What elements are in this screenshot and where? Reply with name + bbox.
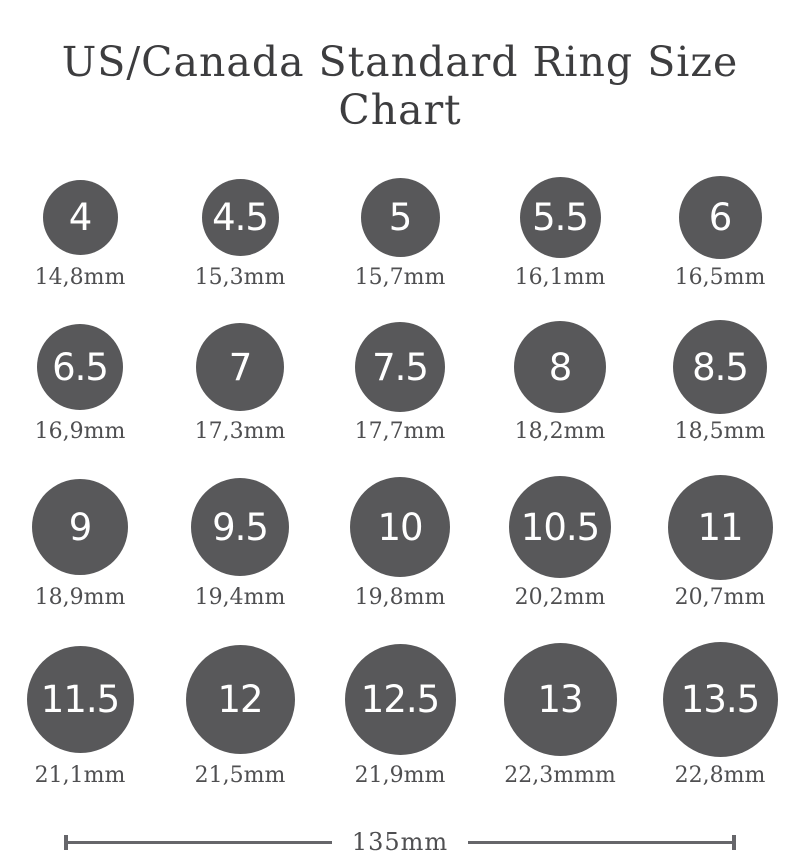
ring-diameter-label: 14,8mm bbox=[34, 265, 126, 290]
ring-size-number: 11.5 bbox=[40, 677, 120, 721]
ring-size-number: 7 bbox=[228, 345, 253, 389]
ring-size-cell: 7.5 17,7mm bbox=[320, 318, 480, 446]
ring-size-cell: 6.5 16,9mm bbox=[0, 318, 160, 446]
ring-size-number: 10.5 bbox=[520, 505, 600, 549]
ring-diameter-label: 16,9mm bbox=[34, 419, 126, 444]
ring-diameter-label: 18,2mm bbox=[514, 419, 606, 444]
ring-row-4: 11.5 21,1mm 12 21,5mm 12.5 21,9mm 13 22,… bbox=[0, 638, 800, 790]
ring-size-number: 6.5 bbox=[52, 345, 109, 389]
ring-size-cell: 6 16,5mm bbox=[640, 172, 800, 292]
ring-diameter-label: 15,7mm bbox=[354, 265, 446, 290]
ring-size-circle: 7 bbox=[196, 323, 284, 411]
ruler: 135mm bbox=[64, 828, 737, 856]
ring-diameter-label: 20,2mm bbox=[514, 585, 606, 610]
ring-size-number: 12.5 bbox=[360, 677, 440, 721]
ring-size-number: 9.5 bbox=[212, 505, 269, 549]
ring-size-cell: 5 15,7mm bbox=[320, 172, 480, 292]
ruler-line-left bbox=[68, 840, 332, 844]
ring-size-cell: 9.5 19,4mm bbox=[160, 472, 320, 612]
ring-diameter-label: 19,4mm bbox=[194, 585, 286, 610]
ring-row-1: 4 14,8mm 4.5 15,3mm 5 15,7mm 5.5 16,1mm … bbox=[0, 172, 800, 292]
ring-size-cell: 12 21,5mm bbox=[160, 638, 320, 790]
ring-size-circle: 6.5 bbox=[37, 324, 123, 410]
ring-size-cell: 9 18,9mm bbox=[0, 472, 160, 612]
ruler-line-right bbox=[468, 840, 733, 844]
ring-size-number: 8 bbox=[548, 345, 573, 389]
ring-diameter-label: 22,8mm bbox=[674, 763, 766, 788]
ring-size-circle: 11 bbox=[667, 474, 773, 580]
ring-diameter-label: 18,5mm bbox=[674, 419, 766, 444]
ring-size-number: 4 bbox=[68, 195, 93, 239]
ruler-length-label: 135mm bbox=[351, 828, 449, 856]
ring-size-number: 6 bbox=[708, 195, 733, 239]
ring-size-circle: 5.5 bbox=[519, 176, 601, 258]
ring-size-cell: 13.5 22,8mm bbox=[640, 638, 800, 790]
ruler-right-tick bbox=[732, 834, 737, 850]
ring-size-circle: 10.5 bbox=[509, 476, 611, 578]
ring-size-circle: 7.5 bbox=[355, 322, 445, 412]
ring-diameter-label: 22,3mmm bbox=[504, 763, 616, 788]
ring-size-cell: 11 20,7mm bbox=[640, 472, 800, 612]
ring-size-number: 5 bbox=[388, 195, 413, 239]
ring-size-circle: 11.5 bbox=[26, 645, 134, 753]
ring-diameter-label: 17,7mm bbox=[354, 419, 446, 444]
page-title: US/Canada Standard Ring Size Chart bbox=[61, 38, 739, 134]
ring-diameter-label: 21,1mm bbox=[34, 763, 126, 788]
ring-size-cell: 10.5 20,2mm bbox=[480, 472, 640, 612]
ring-size-cell: 8 18,2mm bbox=[480, 318, 640, 446]
ring-size-number: 5.5 bbox=[532, 195, 589, 239]
ring-diameter-label: 19,8mm bbox=[354, 585, 446, 610]
ring-size-cell: 12.5 21,9mm bbox=[320, 638, 480, 790]
ring-grid: 4 14,8mm 4.5 15,3mm 5 15,7mm 5.5 16,1mm … bbox=[0, 172, 800, 790]
ring-size-circle: 8 bbox=[514, 321, 606, 413]
ring-size-circle: 13 bbox=[503, 642, 617, 756]
ring-size-number: 13.5 bbox=[680, 677, 760, 721]
ring-diameter-label: 20,7mm bbox=[674, 585, 766, 610]
ring-size-cell: 8.5 18,5mm bbox=[640, 318, 800, 446]
ring-diameter-label: 16,5mm bbox=[674, 265, 766, 290]
ring-size-circle: 12 bbox=[185, 644, 295, 754]
ring-diameter-label: 21,5mm bbox=[194, 763, 286, 788]
ring-size-circle: 9 bbox=[32, 479, 128, 575]
ring-size-number: 4.5 bbox=[212, 195, 269, 239]
ring-size-cell: 7 17,3mm bbox=[160, 318, 320, 446]
ring-diameter-label: 16,1mm bbox=[514, 265, 606, 290]
ring-size-number: 7.5 bbox=[372, 345, 429, 389]
ruler-left-tick bbox=[64, 834, 68, 850]
ring-size-circle: 8.5 bbox=[673, 320, 767, 414]
ring-diameter-label: 15,3mm bbox=[194, 265, 286, 290]
ring-diameter-label: 17,3mm bbox=[194, 419, 286, 444]
ring-size-number: 11 bbox=[697, 505, 743, 549]
ring-size-circle: 10 bbox=[350, 477, 450, 577]
ring-size-number: 8.5 bbox=[692, 345, 749, 389]
ring-size-number: 13 bbox=[537, 677, 583, 721]
ring-size-circle: 5 bbox=[360, 177, 440, 257]
ring-row-2: 6.5 16,9mm 7 17,3mm 7.5 17,7mm 8 18,2mm … bbox=[0, 318, 800, 446]
ring-row-3: 9 18,9mm 9.5 19,4mm 10 19,8mm 10.5 20,2m… bbox=[0, 472, 800, 612]
ring-size-cell: 5.5 16,1mm bbox=[480, 172, 640, 292]
ring-size-circle: 4 bbox=[42, 179, 118, 255]
ring-size-circle: 13.5 bbox=[662, 641, 778, 757]
ring-size-circle: 12.5 bbox=[344, 643, 456, 755]
ring-size-cell: 4.5 15,3mm bbox=[160, 172, 320, 292]
ring-size-circle: 9.5 bbox=[191, 478, 289, 576]
ring-size-cell: 4 14,8mm bbox=[0, 172, 160, 292]
ring-size-circle: 6 bbox=[678, 175, 762, 259]
ring-diameter-label: 18,9mm bbox=[34, 585, 126, 610]
ring-diameter-label: 21,9mm bbox=[354, 763, 446, 788]
ring-size-number: 12 bbox=[217, 677, 263, 721]
ring-size-number: 10 bbox=[377, 505, 423, 549]
ring-size-cell: 11.5 21,1mm bbox=[0, 638, 160, 790]
ring-size-number: 9 bbox=[68, 505, 93, 549]
ring-size-circle: 4.5 bbox=[201, 178, 279, 256]
ring-size-cell: 13 22,3mmm bbox=[480, 638, 640, 790]
ring-size-cell: 10 19,8mm bbox=[320, 472, 480, 612]
